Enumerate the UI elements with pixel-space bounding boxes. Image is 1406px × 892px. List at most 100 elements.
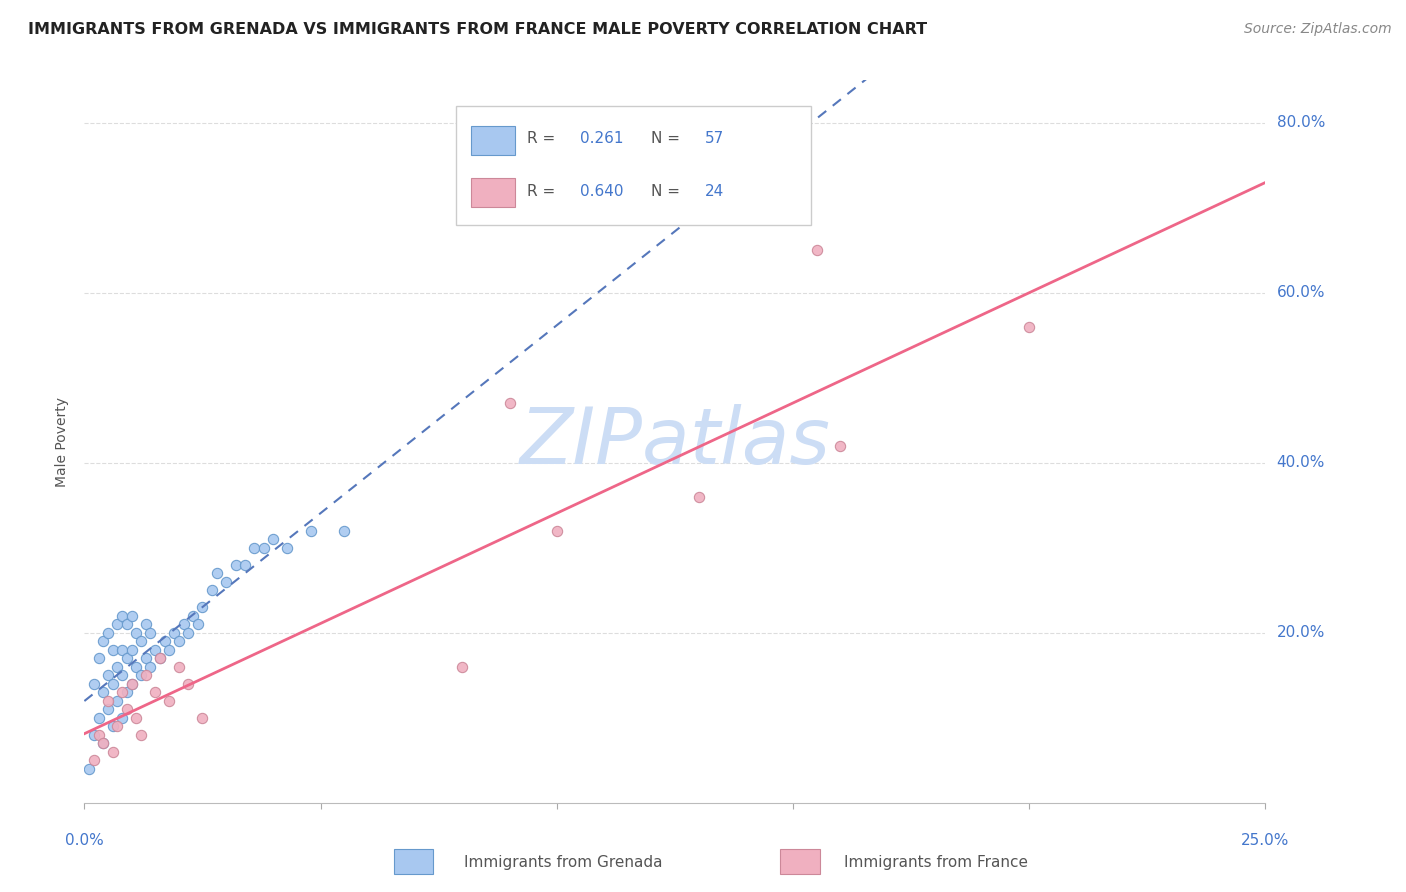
Point bbox=[129, 634, 152, 648]
Point bbox=[107, 617, 129, 632]
Point bbox=[498, 396, 520, 410]
Point bbox=[87, 728, 110, 742]
Point bbox=[125, 660, 148, 674]
Point bbox=[333, 524, 356, 538]
Point bbox=[83, 753, 105, 767]
FancyBboxPatch shape bbox=[471, 178, 516, 207]
Point bbox=[143, 642, 166, 657]
Point bbox=[115, 702, 138, 716]
Point bbox=[299, 524, 322, 538]
Text: 0.0%: 0.0% bbox=[65, 833, 104, 848]
Point bbox=[201, 583, 224, 598]
Point bbox=[262, 533, 284, 547]
Point bbox=[97, 694, 120, 708]
Point bbox=[121, 642, 143, 657]
Point bbox=[205, 566, 228, 581]
Point bbox=[191, 600, 214, 615]
Point bbox=[167, 660, 190, 674]
Point bbox=[97, 702, 120, 716]
Point bbox=[115, 651, 138, 665]
Text: N =: N = bbox=[651, 184, 685, 199]
Point bbox=[167, 634, 190, 648]
Point bbox=[149, 651, 172, 665]
Point bbox=[83, 728, 105, 742]
Point bbox=[111, 711, 134, 725]
Point bbox=[115, 617, 138, 632]
Point bbox=[157, 642, 180, 657]
Point bbox=[830, 439, 852, 453]
Point bbox=[91, 634, 114, 648]
Point bbox=[157, 694, 180, 708]
Point bbox=[688, 490, 710, 504]
Point bbox=[143, 685, 166, 699]
Point bbox=[173, 617, 195, 632]
Point bbox=[77, 762, 100, 776]
Text: ZIPatlas: ZIPatlas bbox=[519, 403, 831, 480]
Point bbox=[129, 728, 152, 742]
Point bbox=[107, 660, 129, 674]
Text: R =: R = bbox=[527, 184, 561, 199]
Point bbox=[107, 719, 129, 733]
Point bbox=[276, 541, 298, 555]
FancyBboxPatch shape bbox=[457, 105, 811, 225]
Point bbox=[139, 660, 162, 674]
Point bbox=[191, 711, 214, 725]
Point bbox=[233, 558, 256, 572]
Point bbox=[83, 677, 105, 691]
Point bbox=[129, 668, 152, 682]
Point bbox=[121, 677, 143, 691]
Y-axis label: Male Poverty: Male Poverty bbox=[55, 397, 69, 486]
Point bbox=[187, 617, 209, 632]
Point bbox=[806, 244, 828, 258]
Point bbox=[163, 625, 186, 640]
Text: 80.0%: 80.0% bbox=[1277, 115, 1324, 130]
Point bbox=[135, 668, 157, 682]
Point bbox=[97, 668, 120, 682]
Point bbox=[111, 685, 134, 699]
Point bbox=[225, 558, 247, 572]
Point bbox=[111, 642, 134, 657]
Point bbox=[87, 711, 110, 725]
Text: 24: 24 bbox=[704, 184, 724, 199]
Point bbox=[546, 524, 568, 538]
Text: 20.0%: 20.0% bbox=[1277, 625, 1324, 640]
Point bbox=[91, 736, 114, 750]
Point bbox=[177, 625, 200, 640]
Point bbox=[215, 574, 238, 589]
Point bbox=[149, 651, 172, 665]
Text: IMMIGRANTS FROM GRENADA VS IMMIGRANTS FROM FRANCE MALE POVERTY CORRELATION CHART: IMMIGRANTS FROM GRENADA VS IMMIGRANTS FR… bbox=[28, 22, 927, 37]
Point bbox=[135, 651, 157, 665]
Point bbox=[125, 625, 148, 640]
Point bbox=[177, 677, 200, 691]
Point bbox=[253, 541, 276, 555]
Text: 0.640: 0.640 bbox=[581, 184, 624, 199]
Point bbox=[121, 677, 143, 691]
Point bbox=[243, 541, 266, 555]
Text: Immigrants from France: Immigrants from France bbox=[844, 855, 1028, 870]
Point bbox=[1018, 319, 1040, 334]
Point bbox=[111, 608, 134, 623]
Point bbox=[115, 685, 138, 699]
Point bbox=[451, 660, 474, 674]
Text: 60.0%: 60.0% bbox=[1277, 285, 1324, 301]
Text: N =: N = bbox=[651, 131, 685, 146]
Point bbox=[107, 694, 129, 708]
Text: 40.0%: 40.0% bbox=[1277, 455, 1324, 470]
Point bbox=[101, 719, 124, 733]
Text: 0.261: 0.261 bbox=[581, 131, 624, 146]
Point bbox=[111, 668, 134, 682]
Text: Source: ZipAtlas.com: Source: ZipAtlas.com bbox=[1244, 22, 1392, 37]
Text: Immigrants from Grenada: Immigrants from Grenada bbox=[464, 855, 662, 870]
Text: 57: 57 bbox=[704, 131, 724, 146]
Point bbox=[135, 617, 157, 632]
Text: R =: R = bbox=[527, 131, 561, 146]
FancyBboxPatch shape bbox=[471, 126, 516, 155]
Point bbox=[153, 634, 176, 648]
Text: 25.0%: 25.0% bbox=[1241, 833, 1289, 848]
Point bbox=[121, 608, 143, 623]
Point bbox=[97, 625, 120, 640]
Point bbox=[91, 685, 114, 699]
Point bbox=[91, 736, 114, 750]
Point bbox=[125, 711, 148, 725]
Point bbox=[139, 625, 162, 640]
